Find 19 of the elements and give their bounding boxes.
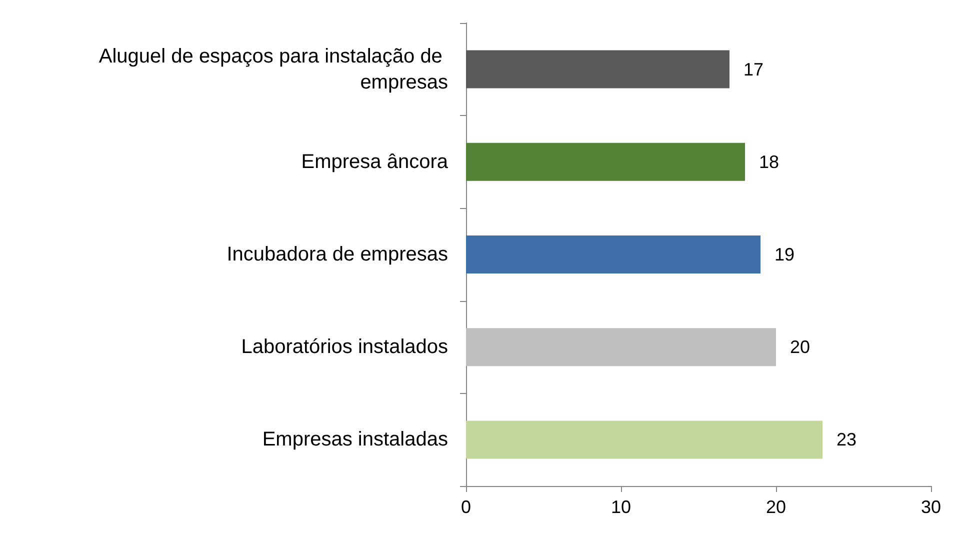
data-label: 19 (774, 244, 795, 264)
x-tick-label: 0 (460, 497, 472, 517)
data-label: 23 (836, 430, 857, 450)
data-label: 17 (744, 59, 764, 80)
data-label: 20 (790, 337, 810, 358)
bar (466, 142, 745, 181)
bar (466, 236, 760, 274)
y-tick-label: Empresas instaladas (262, 428, 448, 451)
x-tick-label: 20 (766, 497, 786, 517)
data-label: 18 (759, 152, 780, 172)
bar (466, 420, 822, 459)
bar (466, 328, 776, 366)
x-tick-label: 30 (920, 497, 942, 517)
y-tick-label: Laboratórios instalados (241, 336, 448, 358)
y-tick-label: Empresa âncora (301, 150, 449, 173)
x-tick-label: 10 (610, 497, 632, 517)
y-tick-label: Aluguel de espaços para instalação de empresas (98, 45, 448, 94)
y-tick-label: Incubadora de empresas (226, 244, 448, 266)
bar (466, 50, 730, 88)
